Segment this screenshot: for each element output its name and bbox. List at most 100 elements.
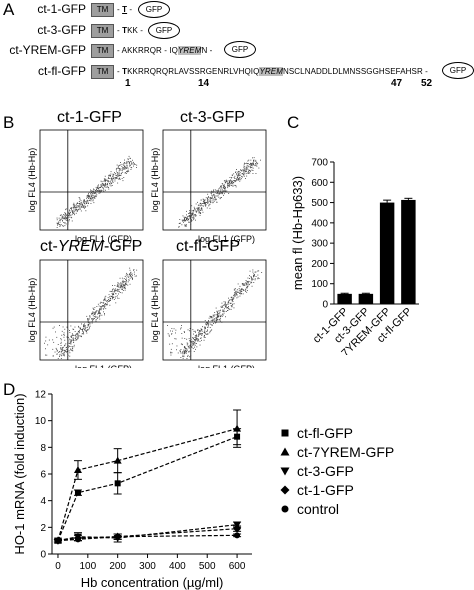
marker-triangle-down <box>280 467 290 476</box>
y-tick-label: 700 <box>311 158 328 169</box>
scatter-plot: log FL1 (GFP) log FL4 (Hb-Hp) <box>150 129 267 244</box>
construct-name: ct-3-GFP <box>37 23 86 37</box>
x-tick-label: 0 <box>55 561 61 572</box>
scatter-title: ct-1-GFP <box>57 109 122 126</box>
construct-sequence: - TKKRRQRQRLAVSSRGENRLVHQIQYREMNSCLNADDL… <box>117 67 428 76</box>
scatter-plot: log FL1 (GFP) log FL4 (Hb-Hp) <box>150 259 267 368</box>
y-tick-label: 300 <box>311 239 328 250</box>
construct-name: ct-1-GFP <box>37 2 86 16</box>
y-tick-label: 600 <box>311 178 328 189</box>
x-tick-label: 600 <box>229 561 246 572</box>
y-tick-label: 6 <box>40 470 46 481</box>
y-tick-label: 10 <box>35 416 47 427</box>
y-tick-label: 500 <box>311 198 328 209</box>
construct-name: ct-fl-GFP <box>38 64 86 78</box>
series-line <box>57 428 238 541</box>
x-axis-label: log FL1 (GFP) <box>75 234 132 244</box>
marker-square <box>114 480 121 487</box>
marker-circle <box>74 536 81 543</box>
marker-triangle-up <box>233 424 242 432</box>
marker-circle <box>54 537 61 544</box>
panel-c-letter: C <box>287 113 300 132</box>
series-line <box>57 436 238 541</box>
scatter-points <box>167 269 263 359</box>
marker-circle <box>114 533 121 540</box>
bar <box>401 199 416 304</box>
x-axis-label: log FL1 (GFP) <box>75 364 132 368</box>
plot-frame <box>39 129 144 231</box>
marker-triangle-up <box>113 456 122 464</box>
y-tick-label: 0 <box>40 550 46 561</box>
bar-chart: 0 100 200 300 400 500 600 700 mean fl (Hb-Hp633)… <box>290 158 419 355</box>
y-tick-label: 12 <box>35 390 47 401</box>
series-control <box>53 532 242 544</box>
y-tick-label: 100 <box>311 279 328 290</box>
scatter-panel: log FL1 (GFP) log FL4 (Hb-Hp) log FL1 (GFP… <box>27 129 267 368</box>
residue-index: 14 <box>198 78 210 89</box>
construct-sequence: - TKK - <box>117 26 144 35</box>
legend-item: control <box>281 501 339 517</box>
plot-frame <box>162 259 267 361</box>
scatter-points <box>56 155 138 228</box>
marker-diamond <box>280 485 290 495</box>
marker-triangle-up <box>280 447 290 456</box>
bar <box>379 202 395 304</box>
series-line <box>57 534 238 542</box>
tm-domain-box: TM <box>91 3 114 17</box>
y-tick-label: 400 <box>311 218 328 229</box>
tm-domain-box: TM <box>91 44 114 58</box>
panel-a-letter: A <box>3 0 15 19</box>
scatter-points <box>178 157 261 228</box>
y-axis-label: log FL4 (Hb-Hp) <box>150 278 160 343</box>
legend-item: ct-1-GFP <box>280 482 354 498</box>
plot-frame <box>162 129 267 231</box>
series-ct-7YREM-GFP <box>53 409 242 544</box>
legend-label: control <box>297 501 339 517</box>
scatter-points <box>44 267 138 359</box>
legend-label: ct-1-GFP <box>297 482 354 498</box>
series-ct-fl-GFP <box>53 428 242 544</box>
x-tick-label: 300 <box>139 561 156 572</box>
line-chart: 0 2 4 6 8 10 12 0 100 200 300 400 500 600 Hb concentra… <box>12 390 394 590</box>
gfp-oval: GFP <box>442 62 474 79</box>
y-tick-label: 8 <box>40 443 46 454</box>
x-tick-label: 100 <box>79 561 96 572</box>
legend-item: ct-3-GFP <box>280 463 354 479</box>
construct-sequence: - AKKRRQR - IQYREMN - <box>117 46 213 55</box>
y-axis-label: log FL4 (Hb-Hp) <box>27 278 37 343</box>
x-axis-label: log FL1 (GFP) <box>198 364 255 368</box>
series-line <box>57 524 238 542</box>
residue-index: 47 <box>391 78 403 89</box>
construct-name: ct-YREM-GFP <box>9 43 86 57</box>
marker-diamond <box>233 524 242 533</box>
marker-circle <box>234 532 241 539</box>
x-axis-label: log FL1 (GFP) <box>198 234 255 244</box>
marker-triangle-up <box>73 466 82 473</box>
bar <box>358 293 374 304</box>
legend-label: ct-7YREM-GFP <box>297 444 394 460</box>
marker-square <box>281 429 289 437</box>
x-tick-label: 500 <box>199 561 216 572</box>
residue-index: 1 <box>125 78 131 89</box>
series-ct-3-GFP <box>53 521 242 545</box>
gfp-oval: GFP <box>138 1 170 18</box>
scatter-plot: log FL1 (GFP) log FL4 (Hb-Hp) <box>27 129 144 244</box>
scatter-plot: log FL1 (GFP) log FL4 (Hb-Hp) <box>27 259 144 368</box>
x-axis-label: Hb concentration (µg/ml) <box>81 575 224 590</box>
legend-label: ct-3-GFP <box>297 463 354 479</box>
x-tick-label: 400 <box>169 561 186 572</box>
residue-index: 52 <box>421 78 433 89</box>
tm-domain-box: TM <box>91 24 114 38</box>
y-tick-label: 2 <box>40 523 46 534</box>
plot-frame <box>39 259 144 361</box>
y-tick-label: 4 <box>40 496 46 507</box>
y-tick-label: 0 <box>322 300 328 311</box>
bar <box>337 293 352 304</box>
legend-label: ct-fl-GFP <box>297 425 353 441</box>
legend-item: ct-7YREM-GFP <box>280 444 394 460</box>
scatter-title: ct-fl-GFP <box>176 238 240 255</box>
panel-d-letter: D <box>3 380 16 399</box>
marker-square <box>74 489 81 496</box>
y-axis-label: log FL4 (Hb-Hp) <box>150 148 160 213</box>
construct-sequence: - T - <box>117 5 133 14</box>
